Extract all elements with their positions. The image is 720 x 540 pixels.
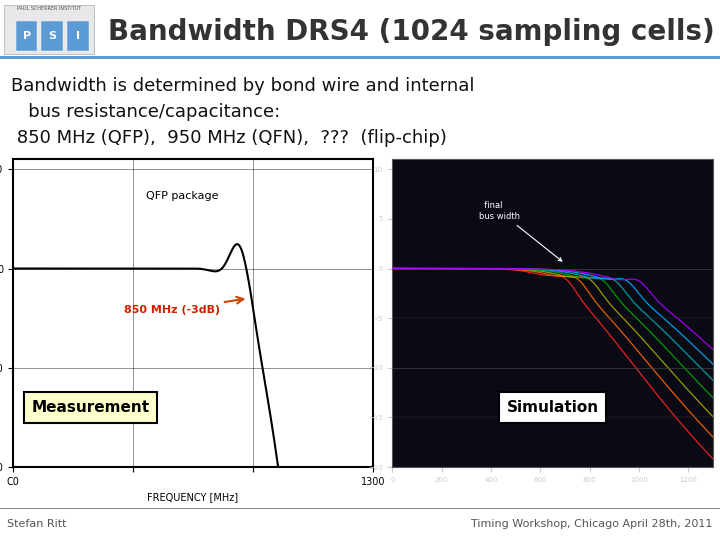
Text: Bandwidth is determined by bond wire and internal: Bandwidth is determined by bond wire and…	[11, 77, 474, 96]
Bar	[0, 0, 720, 57]
Text: Stefan Ritt: Stefan Ritt	[7, 519, 67, 529]
Text: final
bus width: final bus width	[479, 201, 562, 261]
Bar	[0, 508, 720, 509]
Text: bus resistance/capacitance:: bus resistance/capacitance:	[11, 103, 280, 122]
Text: QFP package: QFP package	[146, 191, 218, 201]
Text: 850 MHz (QFP),  950 MHz (QFN),  ???  (flip-chip): 850 MHz (QFP), 950 MHz (QFN), ??? (flip-…	[11, 129, 446, 147]
Text: S: S	[48, 31, 56, 41]
Text: P: P	[22, 31, 31, 41]
Bar	[16, 21, 37, 51]
Bar	[67, 21, 89, 51]
Text: PAUL SCHERRER INSTITUT: PAUL SCHERRER INSTITUT	[17, 6, 81, 11]
Text: Simulation: Simulation	[507, 400, 598, 415]
Bar	[0, 56, 720, 59]
Text: I: I	[76, 31, 80, 41]
Bar	[4, 5, 94, 54]
X-axis label: FREQUENCY [MHz]: FREQUENCY [MHz]	[148, 492, 238, 502]
Text: 850 MHz (-3dB): 850 MHz (-3dB)	[124, 297, 243, 315]
Text: Bandwidth DRS4 (1024 sampling cells): Bandwidth DRS4 (1024 sampling cells)	[108, 18, 715, 46]
Text: Measurement: Measurement	[32, 400, 150, 415]
Text: Timing Workshop, Chicago April 28th, 2011: Timing Workshop, Chicago April 28th, 201…	[472, 519, 713, 529]
Bar	[41, 21, 63, 51]
